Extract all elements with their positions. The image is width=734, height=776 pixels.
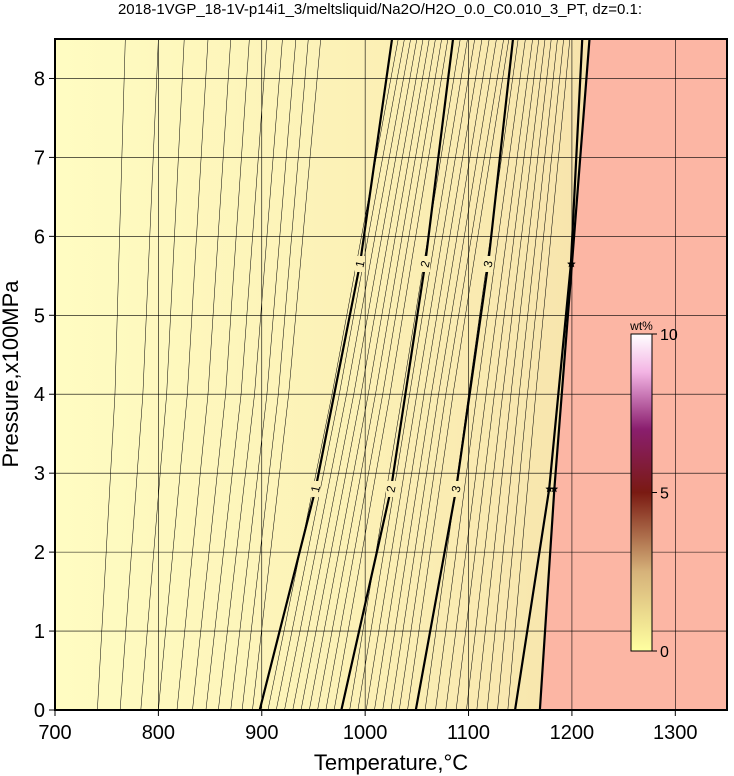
contour-label: 1 (352, 259, 367, 269)
contour-label-bg (310, 480, 321, 497)
contour-line (340, 39, 455, 710)
contour-label-bg (386, 480, 396, 497)
colorbar (630, 333, 653, 652)
contour-line (414, 39, 515, 710)
x-tick-label: 1100 (447, 722, 490, 744)
contour-label-bg (483, 255, 494, 272)
contour-label: 2 (418, 259, 433, 269)
contour-line (258, 39, 394, 710)
colorbar-tick-label: 10 (660, 327, 678, 344)
plot-area: 1 1 2 2 3 3 (55, 39, 727, 710)
contour-line (513, 39, 584, 710)
x-tick-label: 1300 (653, 722, 698, 744)
overlay: 700 800 900 1000 1100 1200 1300012345678wt%051… (34, 38, 728, 744)
colorbar-label: wt% (629, 319, 653, 333)
y-tick-label: 7 (34, 147, 45, 169)
star-marker (545, 484, 553, 493)
contour-label-bg (451, 480, 462, 497)
x-tick-label: 800 (142, 722, 175, 744)
y-tick-label: 3 (34, 463, 45, 485)
x-tick-label: 1200 (550, 722, 595, 744)
y-tick-label: 6 (34, 226, 45, 248)
y-tick-label: 2 (34, 542, 45, 564)
y-tick-label: 8 (34, 68, 45, 90)
contour-label: 2 (383, 484, 398, 494)
star-marker (568, 259, 576, 268)
contour-label: 1 (308, 484, 323, 494)
y-axis-label: Pressure,x100MPa (0, 280, 23, 468)
y-tick-label: 1 (34, 621, 45, 643)
contour-line (538, 39, 591, 710)
y-tick-label: 0 (34, 700, 45, 722)
y-tick-label: 4 (34, 384, 45, 406)
x-tick-label: 900 (245, 722, 278, 744)
contour-label-bg (420, 255, 431, 272)
colorbar-tick-label: 0 (660, 644, 669, 661)
x-tick-label: 1000 (343, 722, 388, 744)
contour-label-bg (354, 255, 365, 272)
colorbar-tick-label: 5 (660, 486, 669, 503)
contour-label: 3 (449, 484, 464, 494)
star-marker (550, 484, 559, 493)
chart-title: 2018-1VGP_18-1V-p14i1_3/meltsliquid/Na2O… (118, 1, 642, 18)
plot-frame (54, 38, 728, 711)
contour-label: 3 (481, 259, 496, 269)
x-axis-label: Temperature,°C (314, 750, 468, 775)
y-tick-label: 5 (34, 305, 45, 327)
x-tick-label: 700 (38, 722, 71, 744)
